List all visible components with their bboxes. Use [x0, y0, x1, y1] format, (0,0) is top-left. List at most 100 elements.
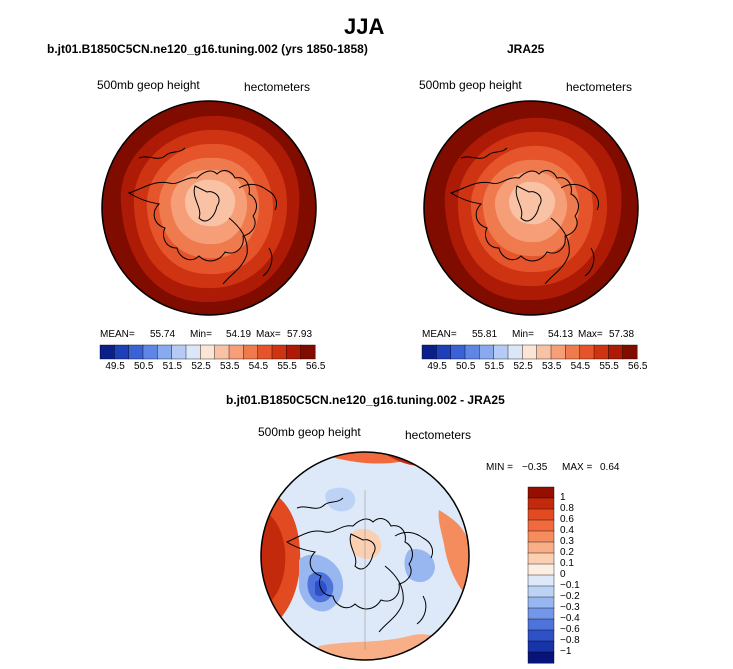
- panel-3-polar-map: [260, 451, 470, 661]
- panel-1-mean-value: 55.74: [150, 329, 176, 340]
- panel-3-colorbar-swatch: [527, 541, 555, 554]
- panel-3-colorbar-swatch: [527, 640, 555, 653]
- panel-2-max-value: 57.38: [609, 329, 635, 340]
- panel-3-colorbar-tick-label: −0.6: [560, 624, 580, 635]
- panel-3-min-value: −0.35: [522, 462, 548, 473]
- panel-3-colorbar-swatch: [527, 585, 555, 598]
- panel-3-units-label: hectometers: [405, 428, 472, 442]
- panel-2-colorbar-tick-label: 53.5: [542, 361, 562, 372]
- panel-1-colorbar-tick-label: 50.5: [134, 361, 154, 372]
- panel-3-colorbar-swatch: [527, 486, 555, 499]
- panel-2-colorbar-tick-label: 52.5: [513, 361, 533, 372]
- panel-3-colorbar-tick-label: 0.6: [560, 514, 574, 525]
- panel-3-colorbar-swatch: [527, 563, 555, 576]
- panel-2-coastlines: [449, 147, 600, 285]
- panel-1-units-label: hectometers: [244, 80, 311, 94]
- panel-2-colorbar-tick-label: 55.5: [599, 361, 619, 372]
- panel-3-map-border: [260, 451, 470, 661]
- panel-3-colorbar-swatch: [527, 618, 555, 631]
- panel-2-colorbar-labels: 49.5 50.5 51.5 52.5 53.5 54.5 55.5 56.5: [422, 361, 647, 375]
- panel-3-warm-center: [349, 528, 382, 559]
- panel-2-colorbar-tick-label: 54.5: [570, 361, 591, 372]
- panel-2-colorbar-swatch: [622, 344, 638, 360]
- panel-1-coastlines: [127, 147, 278, 285]
- panel-2-mean-value: 55.81: [472, 329, 498, 340]
- panel-1-colorbar-tick-label: 56.5: [306, 361, 326, 372]
- panel-1-map-border: [101, 100, 317, 316]
- panel-1-colorbar-tick-label: 53.5: [220, 361, 240, 372]
- panel-2-colorbar-swatch: [608, 344, 624, 360]
- panel-3-colorbar-swatch: [527, 508, 555, 521]
- panel-1-colorbar-swatch: [243, 344, 259, 360]
- panel-1-colorbar-swatch: [185, 344, 201, 360]
- panel-2-mean-label: MEAN=: [422, 329, 457, 340]
- panel-3-title: b.jt01.B1850C5CN.ne120_g16.tuning.002 - …: [226, 393, 505, 407]
- panel-3-colorbar-swatch: [527, 574, 555, 587]
- panel-3-colorbar-swatch: [527, 497, 555, 510]
- panel-1-title: b.jt01.B1850C5CN.ne120_g16.tuning.002 (y…: [47, 42, 368, 56]
- panel-1-colorbar-tick-label: 49.5: [105, 361, 125, 372]
- panel-2-contour-6: [509, 181, 556, 225]
- panel-1-colorbar-swatch: [171, 344, 187, 360]
- panel-1-colorbar-swatch: [271, 344, 287, 360]
- panel-3-max-value: 0.64: [600, 462, 620, 473]
- panel-2-min-value: 54.13: [548, 329, 574, 340]
- panel-2-colorbar-tick-label: 50.5: [456, 361, 476, 372]
- panel-2-colorbar-swatch: [436, 344, 452, 360]
- panel-1-colorbar-swatch: [228, 344, 244, 360]
- panel-1-colorbar-swatch: [99, 344, 115, 360]
- panel-2-colorbar-tick-label: 56.5: [628, 361, 648, 372]
- panel-3-warm-right: [438, 510, 469, 600]
- panel-3-colorbar: [527, 486, 555, 664]
- panel-3-colorbar-tick-label: 0.8: [560, 503, 574, 514]
- panel-3-colorbar-labels: 1 0.8 0.6 0.4 0.3 0.2 0.1 0 −0.1 −0.2 −0.3 −0.4 −0.6…: [560, 487, 600, 663]
- panel-3-colorbar-tick-label: −0.8: [560, 635, 580, 646]
- panel-2-colorbar-swatch: [450, 344, 466, 360]
- panel-3-colorbar-tick-label: −1: [560, 646, 572, 657]
- panel-1-colorbar-swatch: [128, 344, 144, 360]
- panel-3-colorbar-swatch: [527, 596, 555, 609]
- panel-3-colorbar-tick-label: 1: [560, 492, 566, 503]
- panel-1-mean-label: MEAN=: [100, 329, 135, 340]
- panel-1-colorbar-tick-label: 52.5: [191, 361, 211, 372]
- panel-2-colorbar-tick-label: 49.5: [427, 361, 447, 372]
- panel-3-colorbar-tick-label: 0.3: [560, 536, 574, 547]
- panel-1-colorbar-swatch: [157, 344, 173, 360]
- panel-3-colorbar-tick-label: 0.4: [560, 525, 574, 536]
- panel-2-colorbar-swatch: [493, 344, 509, 360]
- panel-3-colorbar-swatch: [527, 607, 555, 620]
- panel-3-colorbar-tick-label: −0.4: [560, 613, 580, 624]
- panel-2-colorbar-tick-label: 51.5: [484, 361, 505, 372]
- panel-3-colorbar-tick-label: 0: [560, 569, 566, 580]
- panel-1-colorbar-swatch: [214, 344, 230, 360]
- panel-1-colorbar-labels: 49.5 50.5 51.5 52.5 53.5 54.5 55.5 56.5: [100, 361, 325, 375]
- panel-1-colorbar-swatch: [300, 344, 316, 360]
- panel-3-max-label: MAX =: [562, 462, 593, 473]
- panel-3-variable-label: 500mb geop height: [258, 425, 361, 439]
- panel-1-variable-label: 500mb geop height: [97, 78, 200, 92]
- panel-3-min-label: MIN =: [486, 462, 513, 473]
- panel-3-colorbar-swatch: [527, 519, 555, 532]
- panel-1-min-value: 54.19: [226, 329, 252, 340]
- panel-1-polar-map: [101, 100, 317, 316]
- panel-1-colorbar-tick-label: 55.5: [277, 361, 297, 372]
- panel-2-colorbar-swatch: [522, 344, 538, 360]
- panel-2-map-border: [423, 100, 639, 316]
- panel-2-variable-label: 500mb geop height: [419, 78, 522, 92]
- panel-2-colorbar-swatch: [550, 344, 566, 360]
- panel-3-colorbar-tick-label: −0.2: [560, 591, 580, 602]
- panel-2-title: JRA25: [507, 42, 545, 56]
- panel-1-contour-6: [185, 179, 236, 227]
- panel-3-colorbar-tick-label: 0.1: [560, 558, 574, 569]
- panel-1-colorbar-swatch: [142, 344, 158, 360]
- panel-3-colorbar-swatch: [527, 530, 555, 543]
- panel-1-max-value: 57.93: [287, 329, 313, 340]
- panel-2-colorbar-swatch: [579, 344, 595, 360]
- panel-1-colorbar-swatch: [114, 344, 130, 360]
- panel-3-warm-left-inner: [261, 510, 286, 605]
- panel-2-max-label: Max=: [578, 329, 603, 340]
- panel-1-colorbar-swatch: [286, 344, 302, 360]
- panel-1-colorbar: [99, 344, 316, 360]
- panel-2-colorbar-swatch: [479, 344, 495, 360]
- panel-2-polar-map: [423, 100, 639, 316]
